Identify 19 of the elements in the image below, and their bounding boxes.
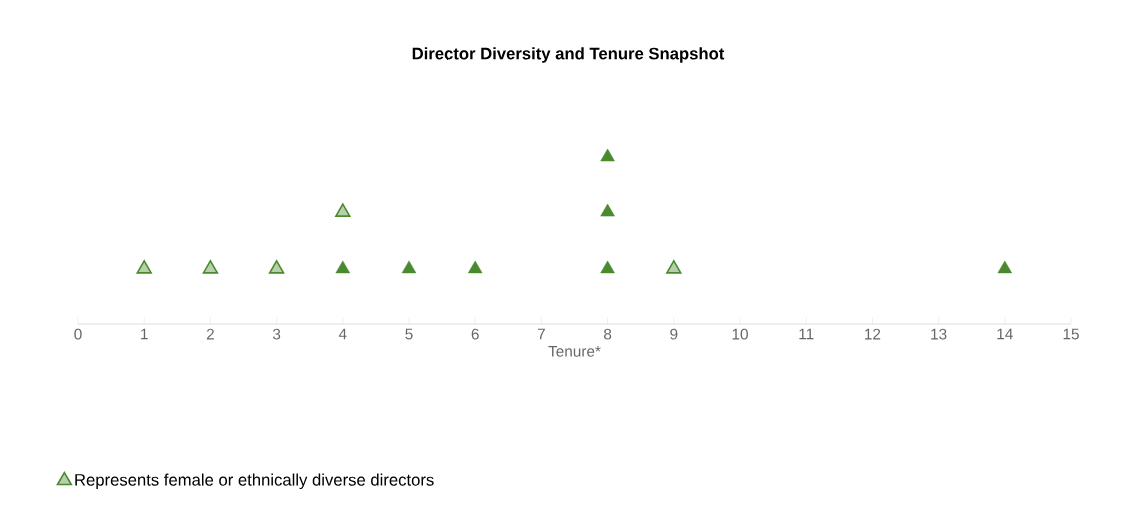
x-tick-label: 9 [670,328,678,340]
x-tick-label: 10 [732,328,748,340]
x-tick-label: 1 [141,328,148,340]
x-tick-label: 4 [338,328,347,340]
x-tick-label: 7 [537,328,545,340]
x-tick-label: 0 [74,328,82,340]
x-tick-label: 13 [931,328,947,340]
x-tick-label: 14 [997,328,1013,340]
x-tick-label: 11 [799,328,814,340]
legend-label: Represents female or ethnically diverse directors [75,473,434,490]
x-tick-label: 15 [1063,328,1079,340]
x-tick-label: 3 [272,328,281,340]
x-tick-label: 8 [604,328,612,340]
x-tick-label: 2 [206,328,214,340]
x-tick-label: 6 [471,328,479,340]
x-axis-title: Tenure* [548,346,601,357]
x-tick-label: 12 [865,328,881,340]
chart-title: Director Diversity and Tenure Snapshot [412,47,725,63]
x-tick-label: 5 [405,328,413,340]
